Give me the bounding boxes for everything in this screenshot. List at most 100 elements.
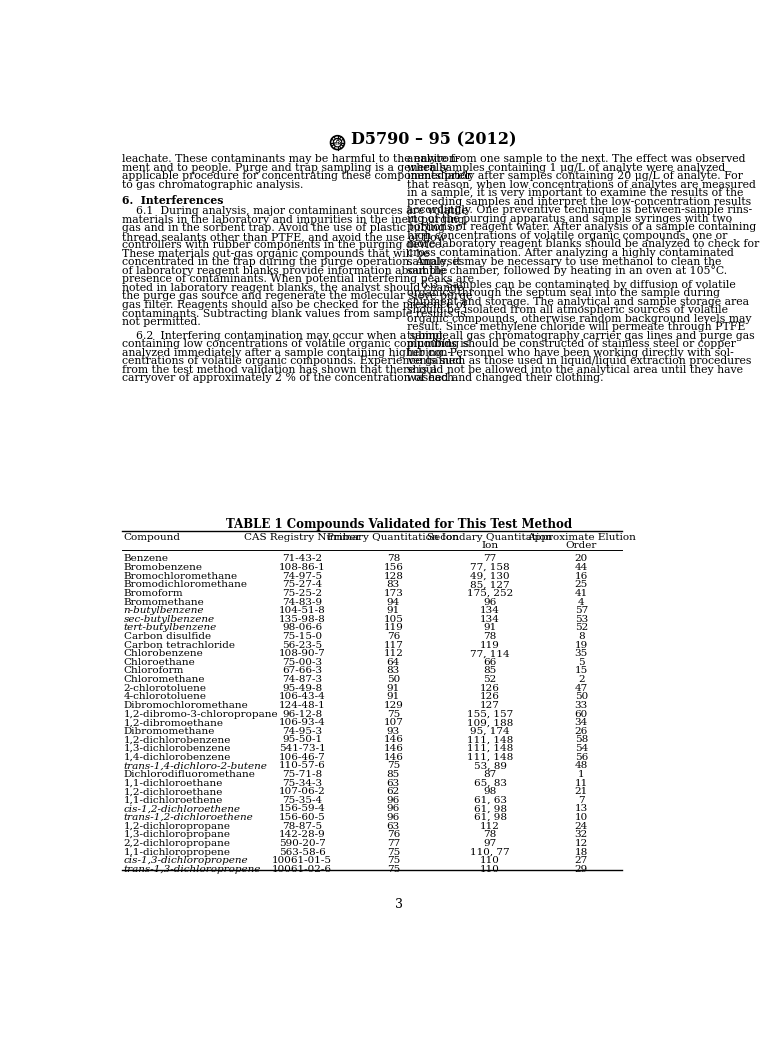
Text: shipment and storage. The analytical and sample storage area: shipment and storage. The analytical and… [407, 297, 749, 307]
Text: 106-93-4: 106-93-4 [279, 718, 326, 728]
Text: the purge gas source and regenerate the molecular sieve purge: the purge gas source and regenerate the … [122, 291, 472, 302]
Text: 97: 97 [484, 839, 497, 848]
Text: 74-95-3: 74-95-3 [282, 727, 322, 736]
Text: 91: 91 [387, 692, 400, 702]
Text: 95-49-8: 95-49-8 [282, 684, 322, 692]
Text: 2: 2 [578, 676, 584, 684]
Text: 33: 33 [575, 701, 588, 710]
Text: organics through the septum seal into the sample during: organics through the septum seal into th… [407, 288, 720, 298]
Text: 1,2-dibromoethane: 1,2-dibromoethane [124, 718, 223, 728]
Text: 95-50-1: 95-50-1 [282, 736, 322, 744]
Text: controllers with rubber components in the purging device.: controllers with rubber components in th… [122, 240, 445, 250]
Text: 41: 41 [575, 589, 588, 598]
Text: 98: 98 [484, 787, 497, 796]
Text: 49, 130: 49, 130 [471, 572, 510, 581]
Text: 94: 94 [387, 598, 400, 607]
Text: applicable procedure for concentrating these components prior: applicable procedure for concentrating t… [122, 171, 472, 181]
Text: D5790 – 95 (2012): D5790 – 95 (2012) [351, 131, 516, 148]
Text: 62: 62 [387, 787, 400, 796]
Text: ing of the purging apparatus and sample syringes with two: ing of the purging apparatus and sample … [407, 213, 732, 224]
Text: trans-1,2-dichloroethene: trans-1,2-dichloroethene [124, 813, 254, 822]
Text: 111, 148: 111, 148 [467, 736, 513, 744]
Text: 11: 11 [575, 779, 588, 788]
Text: portions of reagent water. After analysis of a sample containing: portions of reagent water. After analysi… [407, 223, 756, 232]
Text: 78: 78 [484, 632, 497, 641]
Text: carryover of approximately 2 % of the concentration of each: carryover of approximately 2 % of the co… [122, 374, 454, 383]
Text: 135-98-8: 135-98-8 [279, 615, 326, 624]
Text: 142-28-9: 142-28-9 [279, 831, 326, 839]
Text: from the test method validation has shown that there is a: from the test method validation has show… [122, 364, 437, 375]
Text: 110, 77: 110, 77 [471, 847, 510, 857]
Text: 63: 63 [387, 779, 400, 788]
Text: Bromodichloromethane: Bromodichloromethane [124, 580, 247, 589]
Text: Carbon disulfide: Carbon disulfide [124, 632, 211, 641]
Text: Chlorobenzene: Chlorobenzene [124, 650, 203, 658]
Text: 50: 50 [575, 692, 588, 702]
Text: 32: 32 [575, 831, 588, 839]
Text: 146: 146 [384, 736, 403, 744]
Text: 134: 134 [480, 606, 500, 615]
Text: 98-06-6: 98-06-6 [282, 624, 322, 632]
Text: Benzene: Benzene [124, 555, 169, 563]
Text: 75-35-4: 75-35-4 [282, 796, 322, 805]
Text: 1,2-dichloroethane: 1,2-dichloroethane [124, 787, 223, 796]
Text: presence of contaminants. When potential interfering peaks are: presence of contaminants. When potential… [122, 275, 474, 284]
Text: 2-chlorotoluene: 2-chlorotoluene [124, 684, 207, 692]
Text: 75-25-2: 75-25-2 [282, 589, 322, 598]
Text: 20: 20 [575, 555, 588, 563]
Text: 4-chlorotoluene: 4-chlorotoluene [124, 692, 207, 702]
Text: 106-43-4: 106-43-4 [279, 692, 326, 702]
Text: 75: 75 [387, 710, 400, 718]
Text: analyzed immediately after a sample containing higher con-: analyzed immediately after a sample cont… [122, 348, 451, 358]
Text: 85: 85 [387, 770, 400, 779]
Text: Order: Order [566, 541, 597, 550]
Text: Carbon tetrachloride: Carbon tetrachloride [124, 640, 235, 650]
Text: 1: 1 [578, 770, 584, 779]
Text: 75-15-0: 75-15-0 [282, 632, 322, 641]
Text: noted in laboratory reagent blanks, the analyst should change: noted in laboratory reagent blanks, the … [122, 283, 464, 293]
Text: 74-97-5: 74-97-5 [282, 572, 322, 581]
Text: Primary Quantitation Ion: Primary Quantitation Ion [328, 533, 459, 542]
Text: cross contamination. After analyzing a highly contaminated: cross contamination. After analyzing a h… [407, 248, 734, 258]
Text: 78: 78 [484, 831, 497, 839]
Text: Chloroethane: Chloroethane [124, 658, 195, 667]
Text: more laboratory reagent blanks should be analyzed to check for: more laboratory reagent blanks should be… [407, 239, 759, 250]
Text: CAS Registry Number: CAS Registry Number [244, 533, 361, 542]
Text: Chloroform: Chloroform [124, 666, 184, 676]
Text: 57: 57 [575, 606, 588, 615]
Text: Bromobenzene: Bromobenzene [124, 563, 202, 572]
Text: 16: 16 [575, 572, 588, 581]
Text: high concentrations of volatile organic compounds, one or: high concentrations of volatile organic … [407, 231, 727, 240]
Text: 71-43-2: 71-43-2 [282, 555, 322, 563]
Text: Chloromethane: Chloromethane [124, 676, 205, 684]
Text: 56: 56 [575, 753, 588, 762]
Text: 75: 75 [387, 847, 400, 857]
Text: washed and changed their clothing.: washed and changed their clothing. [407, 374, 604, 383]
Text: 50: 50 [387, 676, 400, 684]
Text: 27: 27 [575, 857, 588, 865]
Text: 75-34-3: 75-34-3 [282, 779, 322, 788]
Text: 52: 52 [575, 624, 588, 632]
Text: of laboratory reagent blanks provide information about the: of laboratory reagent blanks provide inf… [122, 265, 447, 276]
Text: 146: 146 [384, 753, 403, 762]
Text: thread sealants other than PTFE, and avoid the use of flow: thread sealants other than PTFE, and avo… [122, 232, 446, 242]
Text: 61, 98: 61, 98 [474, 813, 506, 822]
Text: 1,4-dichlorobenzene: 1,4-dichlorobenzene [124, 753, 231, 762]
Text: 83: 83 [387, 666, 400, 676]
Text: 10061-01-5: 10061-01-5 [272, 857, 332, 865]
Text: 110: 110 [480, 857, 500, 865]
Text: 76: 76 [387, 831, 400, 839]
Text: 75-00-3: 75-00-3 [282, 658, 322, 667]
Text: 64: 64 [387, 658, 400, 667]
Text: 119: 119 [480, 640, 500, 650]
Text: 156: 156 [384, 563, 403, 572]
Text: 126: 126 [480, 684, 500, 692]
Text: contaminants. Subtracting blank values from sample results is: contaminants. Subtracting blank values f… [122, 308, 466, 319]
Text: immediately after samples containing 20 μg/L of analyte. For: immediately after samples containing 20 … [407, 171, 743, 181]
Text: 117: 117 [384, 640, 403, 650]
Text: 107: 107 [384, 718, 403, 728]
Text: 111, 148: 111, 148 [467, 744, 513, 753]
Text: 105: 105 [384, 615, 403, 624]
Text: 12: 12 [575, 839, 588, 848]
Text: 112: 112 [384, 650, 403, 658]
